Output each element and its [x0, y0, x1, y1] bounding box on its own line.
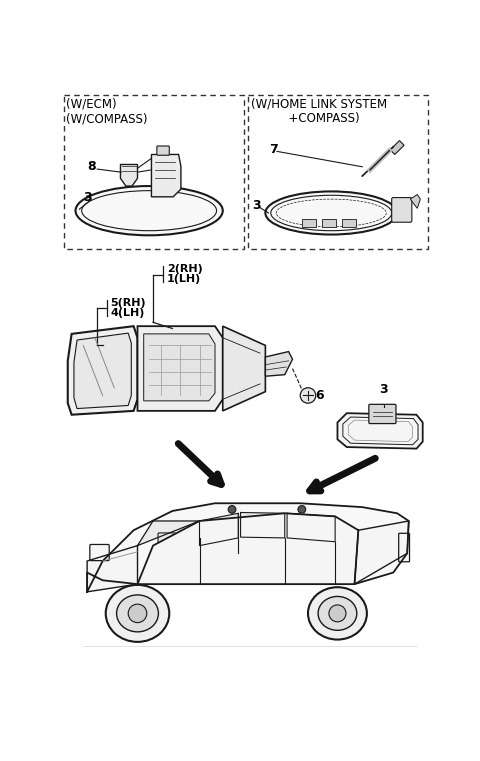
- Polygon shape: [287, 513, 335, 542]
- FancyBboxPatch shape: [302, 219, 316, 227]
- Circle shape: [300, 388, 316, 403]
- Ellipse shape: [106, 585, 169, 642]
- Polygon shape: [137, 326, 223, 411]
- Ellipse shape: [308, 587, 367, 639]
- FancyBboxPatch shape: [399, 533, 409, 562]
- Polygon shape: [390, 141, 404, 154]
- Ellipse shape: [318, 597, 357, 630]
- Polygon shape: [410, 195, 420, 209]
- Text: (W/ECM)
(W/COMPASS): (W/ECM) (W/COMPASS): [66, 97, 148, 126]
- Polygon shape: [144, 334, 215, 401]
- Polygon shape: [223, 326, 265, 411]
- Text: 7: 7: [269, 142, 278, 155]
- Circle shape: [128, 604, 147, 622]
- FancyBboxPatch shape: [90, 544, 109, 561]
- FancyBboxPatch shape: [342, 219, 356, 227]
- Text: 3: 3: [83, 191, 92, 204]
- Polygon shape: [265, 352, 292, 376]
- Polygon shape: [87, 546, 137, 592]
- Text: 8: 8: [87, 161, 96, 174]
- Bar: [64, 95, 244, 249]
- Ellipse shape: [75, 186, 223, 235]
- FancyBboxPatch shape: [302, 560, 317, 566]
- Ellipse shape: [265, 192, 397, 234]
- Polygon shape: [87, 503, 409, 592]
- Text: 4(LH): 4(LH): [110, 307, 145, 317]
- Text: (W/HOME LINK SYSTEM
          +COMPASS): (W/HOME LINK SYSTEM +COMPASS): [251, 97, 387, 126]
- Polygon shape: [120, 164, 137, 186]
- Text: 2(RH): 2(RH): [167, 264, 203, 274]
- FancyBboxPatch shape: [158, 533, 176, 545]
- FancyBboxPatch shape: [369, 404, 396, 424]
- Text: 3: 3: [380, 384, 388, 396]
- Circle shape: [298, 505, 306, 513]
- FancyBboxPatch shape: [392, 198, 412, 222]
- Polygon shape: [152, 154, 181, 197]
- Polygon shape: [337, 413, 423, 448]
- Text: 5(RH): 5(RH): [110, 298, 146, 307]
- FancyBboxPatch shape: [218, 560, 234, 566]
- Ellipse shape: [117, 595, 158, 632]
- Text: 3: 3: [252, 199, 261, 212]
- FancyBboxPatch shape: [322, 219, 336, 227]
- Text: 6: 6: [316, 390, 324, 403]
- Polygon shape: [74, 333, 132, 409]
- Bar: [248, 95, 428, 249]
- Polygon shape: [68, 326, 137, 415]
- Polygon shape: [355, 521, 409, 584]
- Circle shape: [329, 605, 346, 622]
- Polygon shape: [240, 512, 285, 538]
- Circle shape: [228, 505, 236, 513]
- Polygon shape: [200, 513, 238, 546]
- Text: 1(LH): 1(LH): [167, 274, 201, 284]
- FancyBboxPatch shape: [157, 146, 169, 155]
- Polygon shape: [137, 513, 359, 584]
- Polygon shape: [137, 521, 200, 546]
